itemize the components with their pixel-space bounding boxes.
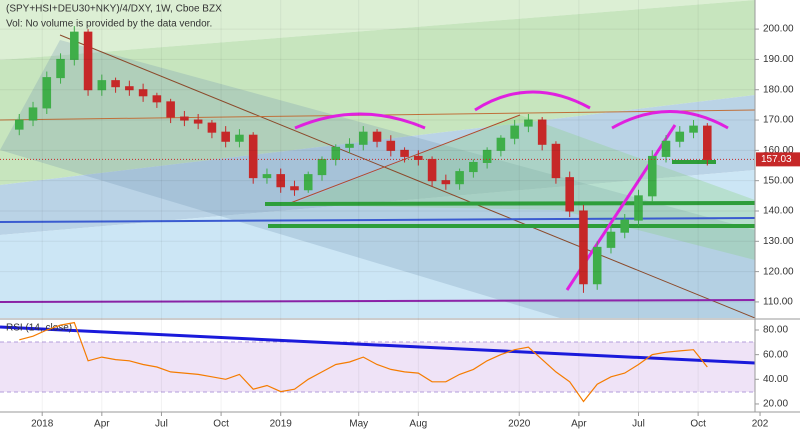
candle-body bbox=[166, 101, 175, 118]
chart-title: (SPY+HSI+DEU30+NKY)/4/DXY, 1W, Cboe BZX bbox=[6, 4, 222, 15]
chart-subtitle: Vol: No volume is provided by the data v… bbox=[6, 19, 212, 30]
candle-body bbox=[703, 125, 712, 160]
candle-body bbox=[510, 125, 519, 139]
candle-body bbox=[675, 131, 685, 142]
candle-body bbox=[152, 95, 162, 103]
x-tick-label: 202 bbox=[752, 419, 769, 430]
candle-body bbox=[303, 174, 313, 191]
candle-body bbox=[262, 174, 272, 179]
x-tick-label: Apr bbox=[94, 419, 110, 430]
candle-body bbox=[221, 131, 230, 142]
candle-body bbox=[689, 125, 698, 133]
x-tick-label: Jul bbox=[632, 419, 645, 430]
rsi-band bbox=[0, 342, 755, 392]
candle-body bbox=[386, 140, 396, 151]
y-tick-label: 200.00 bbox=[763, 24, 794, 35]
candle-body bbox=[620, 219, 630, 233]
candle-body bbox=[551, 143, 561, 179]
candle-body bbox=[125, 86, 134, 91]
x-tick-label: Aug bbox=[409, 419, 427, 430]
indicator-name: RSI (14, close) bbox=[6, 323, 72, 334]
candle-body bbox=[207, 122, 217, 133]
candles bbox=[14, 26, 712, 293]
fork bbox=[0, 40, 755, 318]
x-tick-label: Oct bbox=[213, 419, 229, 430]
candle-body bbox=[592, 246, 602, 285]
y-tick-label: 40.00 bbox=[763, 374, 788, 385]
x-tick-label: Apr bbox=[571, 419, 587, 430]
candle-body bbox=[193, 119, 203, 124]
candle-body bbox=[83, 31, 93, 91]
candle-body bbox=[331, 146, 341, 160]
y-tick-label: 150.00 bbox=[763, 175, 794, 186]
candle-body bbox=[647, 155, 657, 197]
rsi-line bbox=[19, 321, 708, 403]
candle-body bbox=[661, 140, 671, 157]
candle-body bbox=[358, 131, 368, 145]
candle-body bbox=[496, 137, 506, 151]
candle-body bbox=[317, 158, 327, 176]
candle-body bbox=[70, 31, 79, 60]
x-tick-label: 2019 bbox=[270, 419, 293, 430]
x-tick-label: 2018 bbox=[31, 419, 54, 430]
candle-body bbox=[482, 149, 492, 163]
candle-body bbox=[469, 161, 478, 173]
candle-body bbox=[276, 174, 286, 188]
candle-body bbox=[42, 77, 52, 109]
candle-body bbox=[455, 171, 464, 185]
candle-body bbox=[400, 149, 409, 157]
shoulder-arc bbox=[611, 110, 729, 130]
candle-body bbox=[97, 80, 107, 91]
last-price-label: 157.03 bbox=[761, 154, 792, 165]
candle-body bbox=[290, 186, 299, 191]
candle-body bbox=[345, 143, 354, 148]
trend-line bbox=[0, 299, 755, 303]
y-tick-label: 120.00 bbox=[763, 266, 794, 277]
x-tick-label: May bbox=[349, 419, 368, 430]
rsi-trend-line bbox=[0, 325, 756, 365]
candle-body bbox=[14, 119, 24, 130]
y-tick-label: 20.00 bbox=[763, 399, 788, 410]
x-tick-label: Jul bbox=[155, 419, 168, 430]
candle-body bbox=[180, 116, 189, 121]
candle-body bbox=[427, 158, 437, 182]
candle-body bbox=[441, 180, 451, 185]
candle-body bbox=[579, 210, 588, 285]
candle-body bbox=[248, 134, 258, 179]
y-tick-label: 180.00 bbox=[763, 84, 794, 95]
x-tick-label: 2020 bbox=[508, 419, 531, 430]
band bbox=[0, 0, 755, 185]
candle-body bbox=[537, 119, 547, 145]
candle-body bbox=[235, 134, 244, 142]
trend-line bbox=[59, 34, 755, 318]
shoulder-arc bbox=[294, 112, 426, 130]
y-tick-label: 190.00 bbox=[763, 54, 794, 65]
support-line bbox=[264, 201, 755, 206]
candle-body bbox=[606, 231, 616, 248]
drawings bbox=[0, 0, 755, 318]
candle-body bbox=[414, 155, 423, 160]
y-tick-label: 80.00 bbox=[763, 325, 788, 336]
y-tick-label: 170.00 bbox=[763, 115, 794, 126]
y-tick-label: 140.00 bbox=[763, 206, 794, 217]
candle-body bbox=[372, 131, 382, 142]
trend-line bbox=[284, 114, 521, 206]
candle-body bbox=[138, 89, 148, 97]
band bbox=[0, 95, 755, 235]
y-tick-label: 110.00 bbox=[763, 297, 793, 308]
candle-body bbox=[634, 195, 643, 221]
candle-body bbox=[524, 119, 533, 127]
candle-body bbox=[56, 58, 65, 79]
trend-line bbox=[0, 217, 755, 223]
candle-body bbox=[111, 80, 120, 88]
y-tick-label: 160.00 bbox=[763, 145, 794, 156]
candle-body bbox=[565, 177, 574, 212]
head-arc bbox=[474, 90, 591, 112]
y-tick-label: 130.00 bbox=[763, 236, 794, 247]
last-price-tag bbox=[756, 152, 800, 167]
x-tick-label: Oct bbox=[690, 419, 706, 430]
y-tick-label: 60.00 bbox=[763, 349, 788, 360]
candle-body bbox=[28, 107, 38, 121]
